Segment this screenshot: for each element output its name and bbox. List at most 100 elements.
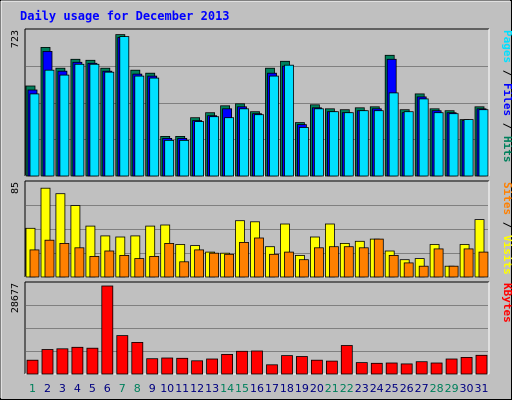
bar-sites-day-30: [463, 248, 474, 278]
bar-kbytes-day-2: [41, 349, 54, 375]
series-axis-label: Pages / Files / Hits: [501, 30, 512, 163]
bar-pages-day-19: [298, 127, 309, 177]
bar-pages-day-21: [328, 111, 339, 177]
bar-kbytes-day-19: [295, 356, 308, 375]
day-label-26: 26: [400, 382, 414, 395]
bar-kbytes-day-11: [176, 357, 189, 375]
day-label-17: 17: [265, 382, 279, 395]
bar-sites-day-8: [134, 258, 145, 278]
day-label-22: 22: [340, 382, 354, 395]
bar-sites-day-4: [74, 247, 85, 278]
bar-kbytes-day-3: [56, 348, 69, 375]
day-label-28: 28: [430, 382, 444, 395]
bar-pages-day-13: [209, 116, 220, 177]
bar-sites-day-29: [448, 265, 459, 278]
series-kbytes: [26, 285, 488, 375]
day-label-11: 11: [175, 382, 189, 395]
bar-kbytes-day-4: [71, 346, 84, 375]
y-max-label: 85: [10, 182, 21, 194]
day-label-25: 25: [385, 382, 399, 395]
day-label-29: 29: [445, 382, 459, 395]
bar-sites-day-5: [89, 255, 100, 278]
series-sites: [29, 237, 489, 278]
bar-kbytes-day-10: [161, 357, 174, 375]
bar-pages-day-20: [313, 108, 324, 177]
bar-kbytes-day-12: [191, 360, 204, 375]
bar-sites-day-27: [418, 265, 429, 278]
bar-sites-day-10: [164, 242, 175, 278]
day-label-21: 21: [325, 382, 339, 395]
series-axis-label: Sites / Visits: [501, 182, 512, 275]
bar-kbytes-day-17: [266, 364, 278, 375]
bar-pages-day-11: [179, 139, 190, 177]
bar-pages-day-27: [418, 98, 429, 177]
day-label-8: 8: [134, 382, 141, 395]
bar-sites-day-19: [298, 259, 309, 278]
bar-kbytes-day-16: [251, 350, 263, 375]
bar-kbytes-day-15: [236, 350, 248, 375]
day-label-13: 13: [205, 382, 219, 395]
bar-kbytes-day-1: [26, 359, 39, 375]
bar-sites-day-1: [29, 249, 40, 278]
day-label-2: 2: [44, 382, 51, 395]
bar-pages-day-4: [74, 63, 85, 177]
axis-label-separator: /: [501, 116, 512, 136]
bar-kbytes-day-5: [86, 347, 99, 375]
bar-pages-day-17: [269, 75, 279, 177]
day-label-4: 4: [74, 382, 81, 395]
axis-label-kbytes: KBytes: [501, 283, 512, 323]
day-label-5: 5: [89, 382, 96, 395]
axis-label-hits: Hits: [501, 136, 512, 163]
bar-kbytes-day-27: [415, 361, 428, 375]
day-label-15: 15: [235, 382, 249, 395]
bar-sites-day-20: [313, 247, 324, 278]
bar-sites-day-28: [433, 248, 444, 278]
bar-kbytes-day-13: [206, 358, 219, 375]
day-label-20: 20: [310, 382, 324, 395]
day-label-24: 24: [370, 382, 384, 395]
day-label-31: 31: [475, 382, 489, 395]
bar-sites-day-22: [343, 246, 354, 278]
bar-sites-day-11: [179, 261, 190, 278]
bar-pages-day-16: [254, 114, 264, 177]
panel-2: 85 Sites / Visits: [10, 180, 512, 278]
axis-label-separator: /: [501, 63, 512, 83]
bar-sites-day-18: [284, 251, 294, 278]
bar-sites-day-6: [104, 250, 115, 278]
day-axis: 1 2 3 4 5 6 7 8 9 10 11 12 13 14 15 16 17 18 19 20 21 22 23 24 2…: [29, 382, 489, 395]
bar-kbytes-day-14: [221, 353, 234, 375]
panel-1: 723 Pages / Files / Hits: [10, 28, 512, 177]
day-label-27: 27: [415, 382, 429, 395]
bar-pages-day-3: [59, 74, 70, 177]
bar-sites-day-26: [403, 262, 414, 278]
bar-sites-day-7: [119, 254, 130, 278]
bar-sites-day-17: [269, 253, 279, 278]
bar-kbytes-day-18: [281, 355, 293, 375]
day-label-12: 12: [190, 382, 204, 395]
day-label-3: 3: [59, 382, 66, 395]
axis-label-visits: Visits: [501, 235, 512, 275]
bar-pages-day-7: [119, 36, 130, 177]
bar-kbytes-day-25: [385, 362, 398, 375]
bar-sites-day-23: [358, 247, 369, 278]
bar-pages-day-30: [463, 119, 474, 177]
bar-kbytes-day-24: [370, 362, 383, 375]
day-label-7: 7: [119, 382, 126, 395]
y-max-label: 28677: [10, 283, 21, 313]
bar-pages-day-5: [89, 63, 100, 177]
bar-sites-day-13: [209, 252, 220, 278]
bar-pages-day-24: [373, 110, 384, 177]
bar-pages-day-22: [343, 112, 354, 177]
day-label-30: 30: [460, 382, 474, 395]
bar-pages-day-23: [358, 110, 369, 177]
day-label-9: 9: [149, 382, 156, 395]
day-label-6: 6: [104, 382, 111, 395]
axis-label-files: Files: [501, 83, 512, 116]
bar-kbytes-day-23: [355, 362, 368, 375]
day-label-18: 18: [280, 382, 294, 395]
bar-sites-day-14: [224, 253, 235, 278]
chart-title: Daily usage for December 2013: [20, 9, 230, 23]
bar-pages-day-6: [104, 71, 115, 177]
bar-sites-day-3: [59, 242, 70, 278]
